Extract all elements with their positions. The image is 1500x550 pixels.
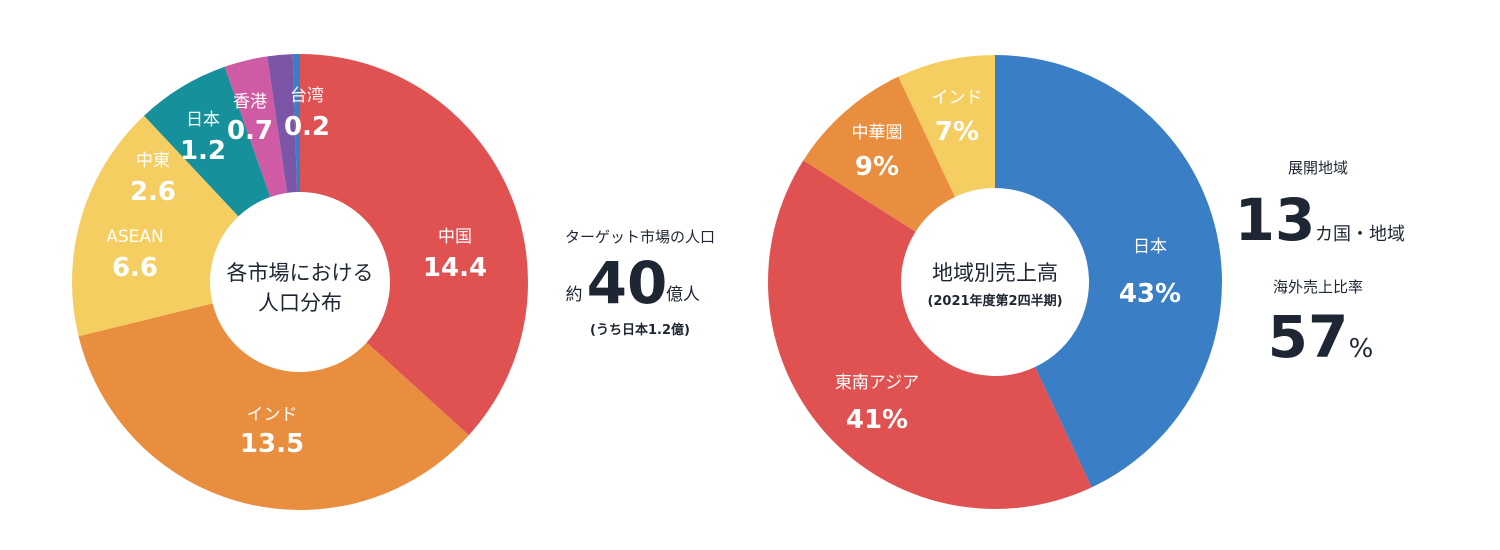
value-japan-sales: 43% (1119, 279, 1181, 309)
target-market-label: ターゲット市場の人口 (565, 228, 715, 246)
value-sea-sales: 41% (846, 405, 908, 435)
population-labels: 中国 14.4 インド 13.5 ASEAN 6.6 中東 2.6 日本 1.2… (106, 86, 487, 459)
value-taiwan: 0.2 (284, 112, 330, 142)
slice-0-0 (300, 54, 528, 436)
target-prefix: 約 (566, 285, 583, 305)
target-note: (うち日本1.2億) (590, 322, 690, 338)
label-china-sales: 中華圏 (852, 123, 903, 143)
value-middle-east: 2.6 (130, 177, 176, 207)
sales-donut (768, 55, 1222, 510)
label-china: 中国 (438, 227, 472, 247)
label-india-sales: インド (932, 88, 983, 108)
label-india: インド (247, 405, 298, 425)
slice-1-2 (803, 76, 955, 232)
slice-0-6 (292, 54, 300, 193)
slice-1-0 (995, 55, 1222, 488)
label-asean: ASEAN (106, 227, 164, 247)
sales-center-title: 地域別売上高 (932, 261, 1058, 285)
label-middle-east: 中東 (136, 151, 170, 171)
population-center-line1: 各市場における (227, 261, 374, 285)
value-asean: 6.6 (112, 253, 158, 283)
value-india-sales: 7% (935, 117, 979, 147)
population-center-line2: 人口分布 (258, 291, 342, 315)
population-donut (72, 54, 528, 510)
slice-0-3 (144, 66, 271, 217)
overseas-value: 57 (1268, 303, 1349, 371)
slice-1-1 (768, 160, 1092, 510)
slice-0-4 (224, 56, 288, 198)
value-india: 13.5 (240, 429, 304, 459)
label-japan-sales: 日本 (1133, 237, 1167, 257)
value-china-sales: 9% (855, 152, 899, 182)
regions-label: 展開地域 (1288, 159, 1348, 177)
target-unit: 億人 (666, 285, 700, 305)
sales-labels: 日本 43% 東南アジア 41% 中華圏 9% インド 7% (835, 88, 1181, 435)
overseas-unit: % (1349, 334, 1374, 364)
label-sea-sales: 東南アジア (835, 373, 919, 393)
value-hongkong: 0.7 (227, 116, 273, 146)
label-japan: 日本 (186, 110, 220, 130)
label-hongkong: 香港 (233, 92, 267, 112)
slice-0-1 (78, 303, 469, 510)
overseas-label: 海外売上比率 (1273, 278, 1363, 296)
slice-0-2 (72, 115, 239, 337)
slice-1-3 (898, 55, 995, 197)
slice-0-5 (267, 54, 298, 193)
target-value: 40 (587, 249, 668, 317)
regions-value: 13 (1235, 186, 1316, 254)
regions-unit: カ国・地域 (1315, 224, 1405, 245)
sales-center-subtitle: (2021年度第2四半期) (927, 293, 1062, 309)
value-japan: 1.2 (180, 136, 226, 166)
value-china: 14.4 (423, 253, 487, 283)
label-taiwan: 台湾 (290, 86, 324, 106)
